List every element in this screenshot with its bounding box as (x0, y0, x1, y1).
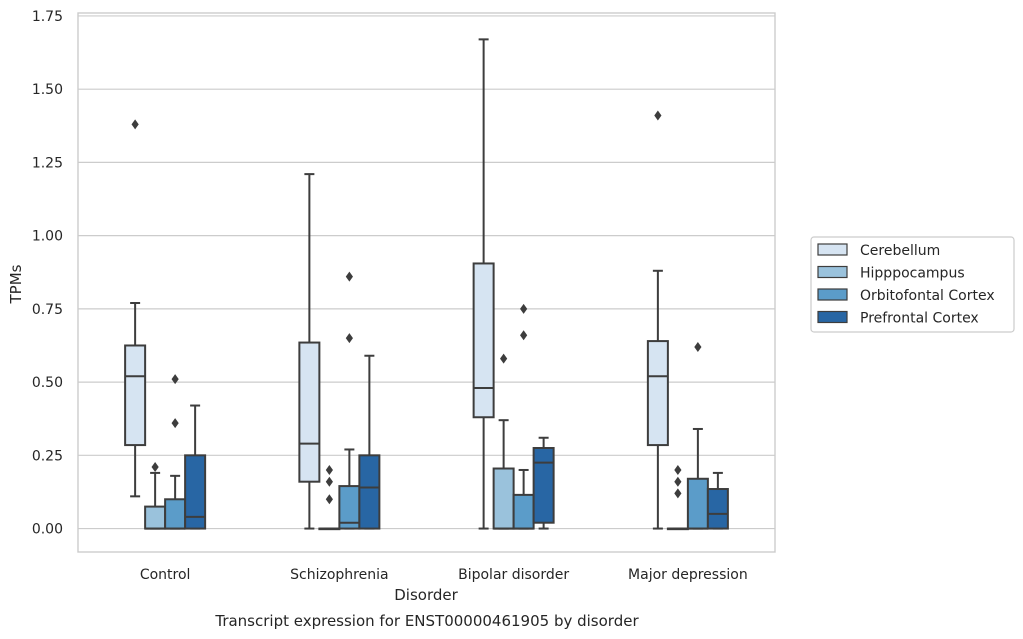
x-tick-label: Control (140, 567, 191, 583)
outlier-point (171, 374, 179, 385)
box-orbitofontal-cortex (686, 341, 709, 530)
box-iqr (124, 344, 147, 447)
x-axis-label: Disorder (394, 586, 458, 604)
outlier-point (325, 476, 333, 487)
legend-item: Cerebellum (817, 243, 940, 259)
y-axis-label: TPMs (7, 264, 25, 304)
y-axis-ticks: 0.00 0.25 0.50 0.75 1.00 1.25 1.50 1.75 (32, 9, 63, 538)
box-hipppocampus (144, 462, 167, 530)
box-iqr (706, 488, 729, 530)
legend-swatch (817, 288, 848, 301)
legend-item: Hipppocampus (817, 265, 965, 282)
box-iqr (686, 477, 709, 530)
y-tick-label: 0.75 (32, 302, 63, 318)
box-iqr (492, 467, 515, 530)
outlier-point (694, 341, 702, 352)
legend: Cerebellum Hipppocampus Orbitofontal Corte… (810, 236, 1015, 333)
outlier-point (345, 333, 353, 344)
legend-label: Cerebellum (860, 243, 940, 259)
box-orbitofontal-cortex (512, 303, 535, 530)
outlier-point (674, 464, 682, 475)
legend-item: Orbitofontal Cortex (817, 288, 995, 304)
box-orbitofontal-cortex (338, 271, 361, 530)
box-cerebellum (472, 38, 495, 530)
y-tick-label: 0.00 (32, 522, 63, 538)
box-hipppocampus (666, 464, 689, 531)
box-hipppocampus (492, 353, 515, 530)
chart-caption: Transcript expression for ENST0000046190… (214, 612, 639, 630)
box-iqr (358, 454, 381, 530)
x-axis-ticks: Control Schizophrenia Bipolar disorder Majo… (140, 567, 748, 583)
box-prefrontal-cortex (706, 471, 729, 530)
box-hipppocampus (318, 464, 341, 531)
x-tick-label: Major depression (628, 567, 748, 583)
legend-swatch (817, 265, 848, 279)
box-cerebellum (124, 119, 147, 498)
box-iqr (646, 340, 669, 447)
outlier-point (520, 303, 528, 314)
box-iqr (472, 262, 495, 419)
box-iqr (298, 341, 321, 483)
legend-label: Hipppocampus (860, 266, 965, 282)
outlier-point (151, 462, 159, 473)
legend-swatch (817, 310, 848, 324)
y-tick-label: 1.25 (32, 155, 63, 171)
box-iqr (144, 505, 167, 530)
y-tick-label: 1.50 (32, 82, 63, 98)
x-tick-label: Bipolar disorder (458, 567, 569, 583)
legend-swatch (817, 243, 848, 256)
legend-label: Orbitofontal Cortex (860, 288, 995, 304)
boxes-layer (124, 38, 729, 531)
box-prefrontal-cortex (358, 354, 381, 530)
outlier-point (345, 271, 353, 282)
box-iqr (184, 454, 207, 530)
x-tick-label: Schizophrenia (290, 567, 388, 583)
outlier-point (674, 488, 682, 499)
y-tick-label: 0.25 (32, 448, 63, 464)
box-iqr (512, 493, 535, 530)
plot-frame (77, 12, 776, 553)
outlier-point (131, 119, 139, 130)
box-prefrontal-cortex (184, 404, 207, 530)
legend-label: Prefrontal Cortex (860, 311, 979, 327)
outlier-point (654, 110, 662, 121)
box-orbitofontal-cortex (164, 374, 187, 530)
legend-item: Prefrontal Cortex (817, 310, 979, 327)
gridlines (78, 15, 775, 530)
y-tick-label: 1.00 (32, 229, 63, 245)
box-iqr (532, 447, 555, 524)
outlier-point (171, 418, 179, 429)
outlier-point (520, 330, 528, 341)
box-cerebellum (298, 173, 321, 530)
y-tick-label: 0.50 (32, 375, 63, 391)
outlier-point (325, 464, 333, 475)
outlier-point (325, 494, 333, 505)
box-cerebellum (646, 110, 669, 530)
outlier-point (500, 353, 508, 364)
y-tick-label: 1.75 (32, 9, 63, 25)
legend-frame (810, 236, 1015, 333)
box-prefrontal-cortex (532, 436, 555, 530)
box-iqr (164, 498, 187, 530)
outlier-point (674, 476, 682, 487)
